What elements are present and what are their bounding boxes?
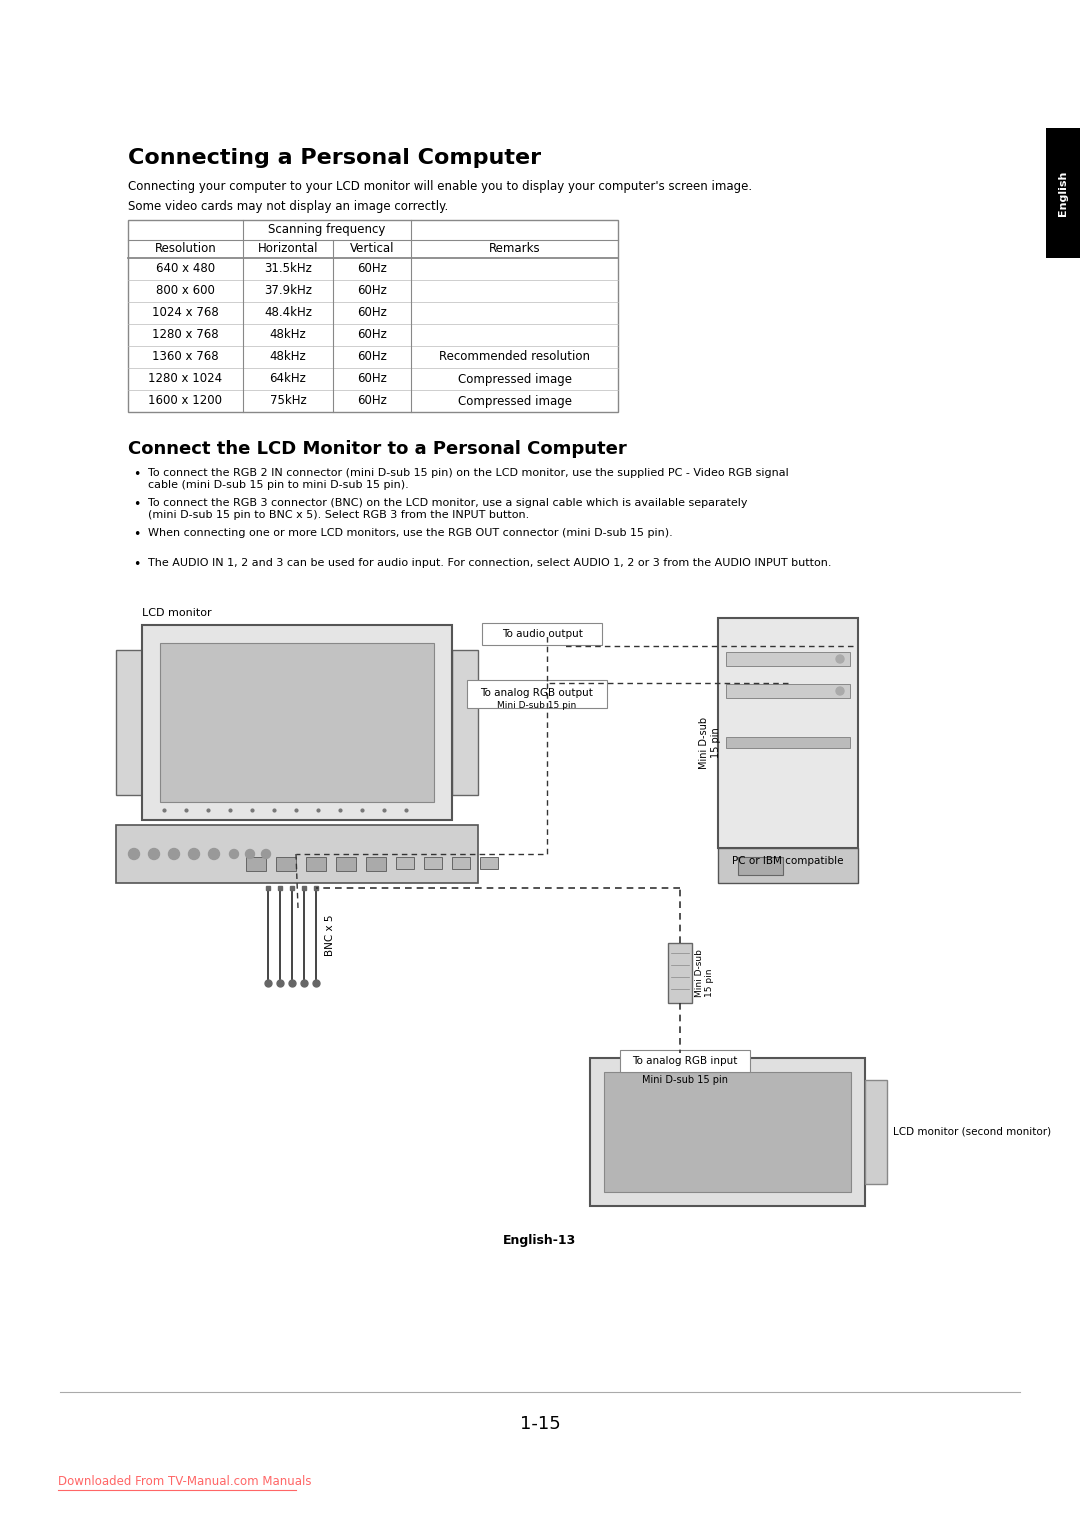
Text: 60Hz: 60Hz (357, 394, 387, 408)
Text: 60Hz: 60Hz (357, 329, 387, 341)
Bar (366, 857, 386, 871)
Bar (453, 857, 470, 869)
Text: The AUDIO IN 1, 2 and 3 can be used for audio input. For connection, select AUDI: The AUDIO IN 1, 2 and 3 can be used for … (148, 558, 832, 568)
Text: Resolution: Resolution (154, 243, 216, 255)
Circle shape (245, 850, 255, 859)
Bar (453, 649, 478, 795)
Text: Some video cards may not display an image correctly.: Some video cards may not display an imag… (129, 200, 448, 212)
Text: Mini D-sub 15 pin: Mini D-sub 15 pin (642, 1076, 728, 1085)
Text: 1600 x 1200: 1600 x 1200 (149, 394, 222, 408)
Text: 1-15: 1-15 (519, 1415, 561, 1433)
Text: Mini D-sub 15 pin: Mini D-sub 15 pin (498, 700, 577, 709)
Bar (276, 857, 296, 871)
Circle shape (189, 848, 200, 859)
Circle shape (168, 848, 179, 859)
Circle shape (149, 848, 160, 859)
Bar (604, 1073, 851, 1192)
Text: 60Hz: 60Hz (357, 263, 387, 275)
Text: LCD monitor: LCD monitor (141, 608, 212, 617)
Text: Mini D-sub
15 pin: Mini D-sub 15 pin (699, 717, 720, 769)
Bar (669, 943, 692, 1002)
Text: 48kHz: 48kHz (270, 350, 307, 364)
Text: 60Hz: 60Hz (357, 284, 387, 298)
Text: 60Hz: 60Hz (357, 350, 387, 364)
Text: 640 x 480: 640 x 480 (156, 263, 215, 275)
Text: English-13: English-13 (503, 1235, 577, 1247)
Bar (306, 857, 326, 871)
Text: Connecting a Personal Computer: Connecting a Personal Computer (129, 148, 541, 168)
Bar (718, 617, 858, 848)
Text: •: • (133, 529, 140, 541)
Bar (480, 857, 498, 869)
Bar (718, 848, 858, 883)
Text: To audio output: To audio output (501, 630, 582, 639)
Bar (726, 736, 850, 749)
Text: 60Hz: 60Hz (357, 373, 387, 385)
Circle shape (836, 656, 843, 663)
Bar (396, 857, 414, 869)
Bar (336, 857, 356, 871)
Text: 64kHz: 64kHz (270, 373, 307, 385)
Text: 800 x 600: 800 x 600 (157, 284, 215, 298)
Bar (590, 1057, 865, 1206)
Circle shape (208, 848, 219, 859)
Text: LCD monitor (second monitor): LCD monitor (second monitor) (893, 1128, 1051, 1137)
Bar (1047, 128, 1080, 258)
Text: Scanning frequency: Scanning frequency (268, 223, 386, 237)
Text: To connect the RGB 2 IN connector (mini D-sub 15 pin) on the LCD monitor, use th: To connect the RGB 2 IN connector (mini … (148, 468, 788, 489)
Text: •: • (133, 468, 140, 481)
Text: Compressed image: Compressed image (458, 373, 571, 385)
Text: Remarks: Remarks (488, 243, 540, 255)
Text: BNC x 5: BNC x 5 (325, 915, 335, 957)
Text: Connect the LCD Monitor to a Personal Computer: Connect the LCD Monitor to a Personal Co… (129, 440, 626, 458)
Text: PC or IBM compatible: PC or IBM compatible (732, 856, 843, 866)
Circle shape (129, 848, 139, 859)
Text: Downloaded From TV-Manual.com Manuals: Downloaded From TV-Manual.com Manuals (58, 1475, 311, 1488)
Bar (726, 652, 850, 666)
Text: 31.5kHz: 31.5kHz (265, 263, 312, 275)
Text: 1024 x 768: 1024 x 768 (152, 307, 219, 319)
Bar (726, 685, 850, 698)
Bar (246, 857, 266, 871)
Circle shape (229, 850, 239, 859)
Bar (141, 625, 453, 821)
Text: 1360 x 768: 1360 x 768 (152, 350, 219, 364)
Text: •: • (133, 558, 140, 571)
Text: To analog RGB output: To analog RGB output (481, 688, 593, 698)
Text: 48.4kHz: 48.4kHz (264, 307, 312, 319)
Circle shape (261, 850, 270, 859)
Text: 1280 x 768: 1280 x 768 (152, 329, 219, 341)
Text: 37.9kHz: 37.9kHz (264, 284, 312, 298)
Bar (738, 857, 783, 876)
Bar (620, 1050, 750, 1073)
Text: Vertical: Vertical (350, 243, 394, 255)
Bar (129, 220, 618, 413)
Text: Horizontal: Horizontal (258, 243, 319, 255)
Bar (116, 825, 478, 883)
Text: 75kHz: 75kHz (270, 394, 307, 408)
Circle shape (836, 688, 843, 695)
Text: To analog RGB input: To analog RGB input (632, 1056, 738, 1067)
Text: 60Hz: 60Hz (357, 307, 387, 319)
Text: Mini D-sub
15 pin: Mini D-sub 15 pin (696, 949, 714, 996)
Text: 1280 x 1024: 1280 x 1024 (148, 373, 222, 385)
Bar (482, 623, 602, 645)
Text: 48kHz: 48kHz (270, 329, 307, 341)
Bar (116, 649, 141, 795)
Text: Compressed image: Compressed image (458, 394, 571, 408)
Text: Recommended resolution: Recommended resolution (438, 350, 590, 364)
Bar (467, 680, 607, 707)
Text: English: English (1058, 170, 1068, 215)
Text: •: • (133, 498, 140, 510)
Text: Connecting your computer to your LCD monitor will enable you to display your com: Connecting your computer to your LCD mon… (129, 180, 752, 193)
Bar (160, 643, 434, 802)
Bar (865, 1080, 887, 1184)
Text: When connecting one or more LCD monitors, use the RGB OUT connector (mini D-sub : When connecting one or more LCD monitors… (148, 529, 673, 538)
Bar (424, 857, 442, 869)
Text: To connect the RGB 3 connector (BNC) on the LCD monitor, use a signal cable whic: To connect the RGB 3 connector (BNC) on … (148, 498, 747, 520)
